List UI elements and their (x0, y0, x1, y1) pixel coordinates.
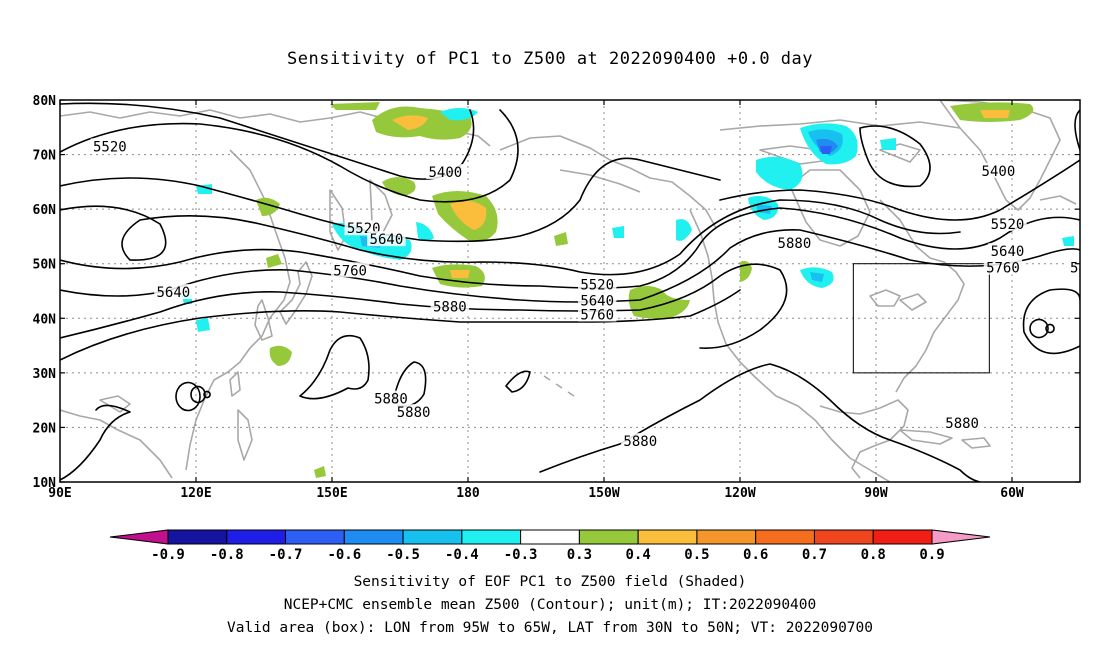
contour-label-bg (988, 243, 1027, 259)
contour-label-bg (371, 390, 411, 406)
map-background (60, 100, 1080, 482)
lat-label: 20N (33, 421, 57, 436)
contour-label-bg (154, 284, 193, 300)
lat-label: 80N (33, 94, 57, 109)
sensitivity-shading (182, 102, 1074, 478)
colorbar-swatch (343, 529, 404, 545)
colorbar-swatch (402, 529, 463, 545)
colorbar-swatch (755, 529, 815, 545)
lon-label: 90E (48, 486, 71, 501)
colorbar-label: -0.5 (386, 547, 420, 563)
colorbar-swatch (461, 529, 522, 545)
valid-area-box (852, 263, 990, 374)
contour-label: 5760 (580, 307, 614, 323)
contour-label: 5880 (397, 405, 431, 421)
contour-label: 5640 (370, 232, 404, 248)
lat-label: 60N (33, 203, 57, 218)
colorbar-left-arrow (109, 529, 169, 545)
colorbar-label: 0.7 (802, 547, 827, 563)
coastlines (60, 100, 1077, 482)
lon-label: 150E (316, 486, 347, 501)
contour-label-bg (426, 164, 465, 180)
contour-label-bg (578, 276, 617, 292)
contour-label-bg (621, 433, 660, 449)
lat-lon-grid (60, 100, 1080, 482)
contour-label-bg (983, 259, 1023, 275)
contour-label: 5760 (986, 261, 1020, 277)
caption-shading: Sensitivity of EOF PC1 to Z500 field (Sh… (353, 574, 747, 590)
contour-label-bg (430, 298, 470, 314)
colorbar-swatch (696, 529, 757, 545)
contour-label-bg (979, 162, 1018, 178)
colorbar-swatch (578, 529, 639, 545)
lon-label: 150W (588, 486, 619, 501)
contour-label: 5400 (428, 165, 462, 181)
lon-label: 90W (864, 486, 888, 501)
colorbar-swatch (226, 529, 287, 545)
colorbar-label: -0.7 (269, 547, 303, 563)
contour-label: 5880 (945, 416, 979, 432)
contour-label: 5880 (1070, 261, 1100, 277)
colorbar-label: -0.4 (445, 547, 479, 563)
z500-contours (60, 102, 1080, 482)
contour-label: 5880 (374, 392, 408, 408)
lat-label: 40N (33, 312, 57, 327)
colorbar-label: 0.5 (684, 547, 709, 563)
caption-valid-area: Valid area (box): LON from 95W to 65W, L… (226, 620, 873, 636)
colorbar-swatch (167, 529, 228, 545)
lat-label: 70N (33, 149, 57, 164)
contour-label: 5400 (982, 164, 1016, 180)
lon-label: 180 (456, 486, 480, 501)
contour-label-bg (90, 138, 130, 154)
lat-label: 50N (33, 258, 57, 273)
contour-label: 5880 (623, 434, 657, 450)
contour-label: 5640 (991, 244, 1025, 260)
colorbar-label: 0.4 (626, 547, 651, 563)
contour-label: 5520 (93, 139, 127, 155)
contour-label-bg (578, 306, 617, 322)
lon-label: 120W (724, 486, 755, 501)
map-title: Sensitivity of PC1 to Z500 at 2022090400… (286, 49, 813, 69)
colorbar-label: -0.3 (504, 547, 538, 563)
map-frame (59, 99, 1081, 483)
contour-label: 5640 (580, 293, 614, 309)
lat-label: 30N (33, 367, 57, 382)
colorbar-label: -0.6 (327, 547, 361, 563)
contour-label-bg (367, 231, 406, 247)
contour-label: 5880 (778, 236, 812, 252)
colorbar-label: 0.8 (861, 547, 886, 563)
colorbar-label: 0.3 (567, 547, 592, 563)
contour-label-bg (942, 415, 982, 431)
contour-label-bg (330, 262, 370, 278)
colorbar-label: 0.9 (919, 547, 944, 563)
colorbar-swatch (520, 529, 580, 545)
contour-label: 5880 (433, 299, 467, 315)
contour-label: 5520 (991, 217, 1025, 233)
lat-label: 10N (33, 476, 57, 491)
contour-label-bg (578, 292, 617, 308)
lon-label: 60W (1000, 486, 1024, 501)
colorbar-swatch (637, 529, 698, 545)
contour-label-bg (988, 215, 1027, 231)
colorbar-right-arrow (931, 529, 991, 545)
colorbar: -0.9 -0.8 -0.7 -0.6 -0.5 -0.4 -0.3 0.3 0.4 0.5 0.6… (109, 529, 991, 563)
colorbar-label: -0.8 (210, 547, 244, 563)
contour-label: 5520 (580, 277, 614, 293)
contour-label-bg (394, 404, 433, 420)
colorbar-label: -0.9 (151, 547, 185, 563)
colorbar-label: 0.6 (743, 547, 768, 563)
colorbar-swatch (872, 529, 933, 545)
caption-contour: NCEP+CMC ensemble mean Z500 (Contour); u… (283, 597, 817, 613)
colorbar-swatch (813, 529, 874, 545)
contour-label: 5640 (156, 285, 190, 301)
contour-label: 5760 (333, 263, 367, 279)
contour-label-bg (775, 234, 814, 250)
colorbar-swatch (285, 529, 345, 545)
lon-label: 120E (180, 486, 211, 501)
